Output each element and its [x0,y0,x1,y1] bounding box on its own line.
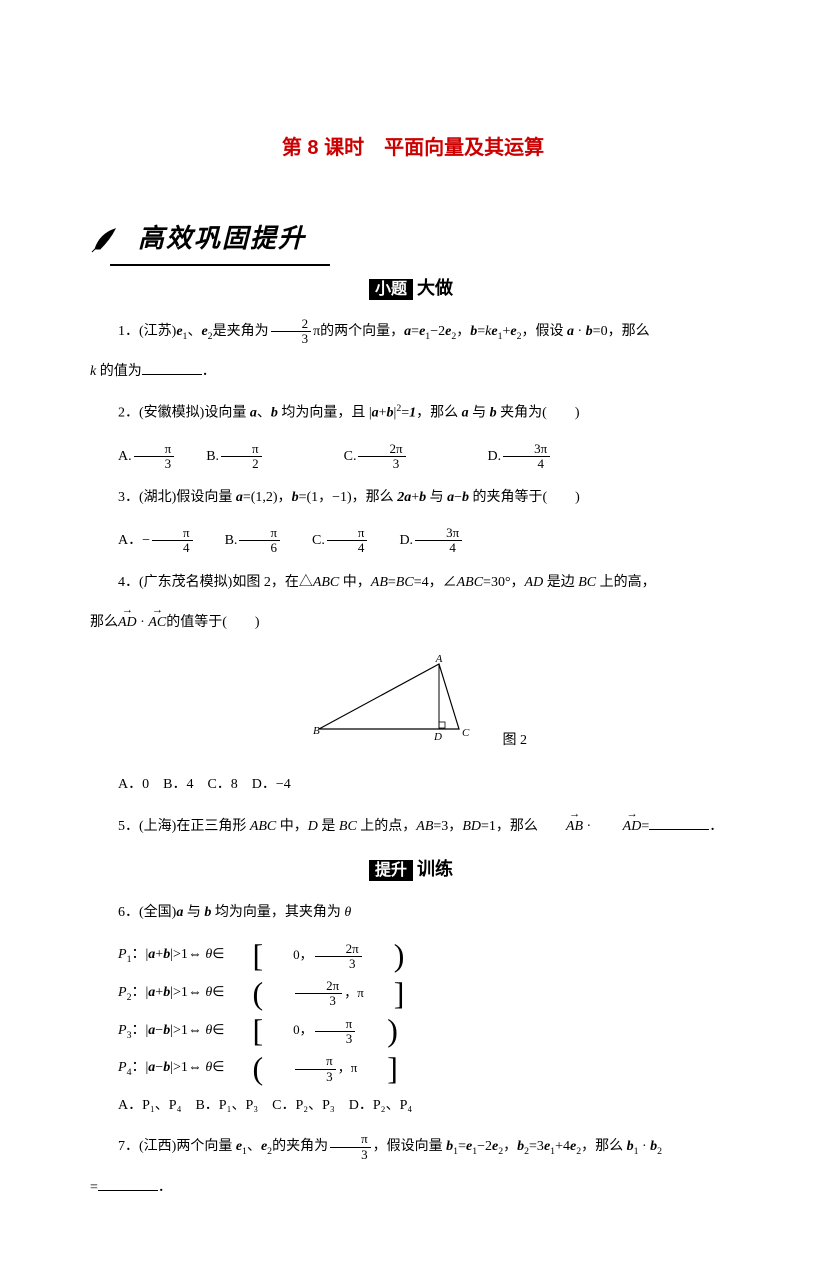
p1-prefix: 1．(江苏) [118,324,176,339]
feather-icon [90,224,130,254]
problem-4: 4．(广东茂名模拟)如图 2，在△ABC 中，AB=BC=4，∠ABC=30°，… [90,568,736,599]
fig-label-A: A [435,654,443,665]
banner-underline [110,264,330,266]
p1-d: ， [456,324,470,339]
problem-3-options: A．−π4B.π6C.π4D.3π4 [90,524,736,558]
problem-1-cont: k 的值为． [90,357,736,388]
page-title: 第 8 课时 平面向量及其运算 [90,130,736,166]
problem-4-options: A．0 B．4 C．8 D．−4 [90,768,736,802]
section-banner-1: 高效巩固提升 [90,216,736,263]
p1-c: π的两个向量， [313,324,404,339]
problem-1: 1．(江苏)e1、e2是夹角为23π的两个向量，a=e1−2e2，b=ke1+e… [90,317,736,348]
sub-banner-white: 大做 [413,278,457,298]
figure-label: 图 2 [503,733,528,748]
banner-text: 高效巩固提升 [138,216,306,263]
p6-p3: P3：|a−b|>1⇔ θ∈[0，π3) [90,1014,736,1048]
p2-prefix: 2．(安徽模拟)设向量 [118,406,250,421]
p1-e: ，假设 [522,324,568,339]
p6-p2: P2：|a+b|>1⇔ θ∈(2π3，π] [90,976,736,1010]
frac-2-3: 23 [271,317,312,347]
problem-6-options: A．P₁、P₄ B．P₁、P₃ C．P₂、P₃ D．P₂、P₄ [90,1089,736,1123]
p1-cont: 的值为 [96,364,142,379]
fig-label-D: D [433,731,442,743]
problem-7-cont: =． [90,1173,736,1204]
problem-4-cont: 那么AD · AC的值等于( ) [90,608,736,639]
blank-5 [649,816,709,830]
problem-6: 6．(全国)a 与 b 均为向量，其夹角为 θ [90,898,736,929]
blank-1 [142,361,202,375]
triangle-diagram: A B C D [299,654,499,744]
p1-f: =0，那么 [593,324,650,339]
p1-a: 、 [187,324,201,339]
figure-2: A B C D 图 2 [90,654,736,753]
p6-p1: P1：|a+b|>1⇔ θ∈[0，2π3) [90,938,736,972]
sub-banner-2: 提升训练 [90,853,736,886]
sub-banner-white-2: 训练 [413,859,457,879]
p6-p4: P4：|a−b|>1⇔ θ∈(π3，π] [90,1051,736,1085]
problem-7: 7．(江西)两个向量 e1、e2的夹角为π3，假设向量 b1=e1−2e2，b2… [90,1132,736,1163]
blank-7 [98,1177,158,1191]
sub-banner-1: 小题大做 [90,272,736,305]
fig-label-B: B [313,725,320,737]
problem-2: 2．(安徽模拟)设向量 a、b 均为向量，且 |a+b|2=1，那么 a 与 b… [90,398,736,429]
problem-2-options: A.π3B.π2C.2π3D.3π4 [90,440,736,474]
vec-b: b [470,324,477,339]
vec-a: a [404,324,411,339]
problem-5: 5．(上海)在正三角形 ABC 中，D 是 BC 上的点，AB=3，BD=1，那… [90,812,736,843]
sub-banner-black-2: 提升 [369,860,413,881]
fig-label-C: C [462,727,470,739]
problem-3: 3．(湖北)假设向量 a=(1,2)，b=(1，−1)，那么 2a+b 与 a−… [90,483,736,514]
p1-b: 是夹角为 [213,324,269,339]
sub-banner-black: 小题 [369,279,413,300]
